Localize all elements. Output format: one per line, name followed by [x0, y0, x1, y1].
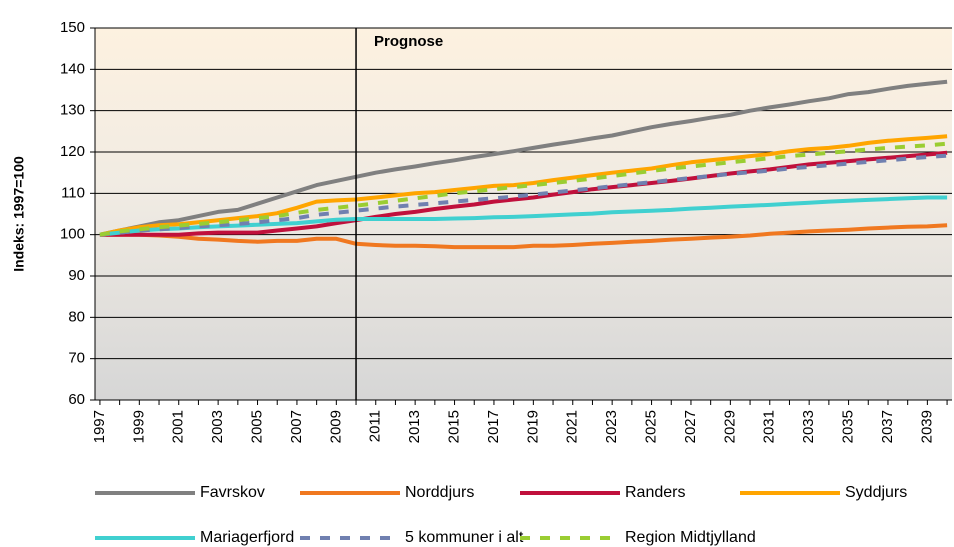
line-series — [99, 79, 948, 237]
x-tick-label: 2001 — [170, 410, 187, 443]
x-tick-label: 2029 — [721, 410, 738, 443]
x-tick-label: 2037 — [879, 410, 896, 443]
plot-area — [95, 28, 952, 400]
x-tick-label: 2035 — [840, 410, 857, 443]
line-series — [99, 141, 948, 237]
line-series — [99, 223, 948, 250]
legend-label: 5 kommuner i alt — [405, 529, 524, 546]
x-tick-label: 2003 — [209, 410, 226, 443]
x-tick-label: 2005 — [249, 410, 266, 443]
legend-label: Randers — [625, 484, 685, 501]
x-tick-label: 2013 — [406, 410, 423, 443]
y-axis-label: Indeks: 1997=100 — [11, 156, 27, 272]
legend-label: Favrskov — [200, 484, 265, 501]
line-series — [99, 153, 948, 237]
x-tick-label: 2011 — [367, 410, 384, 442]
x-tick-label: 2007 — [288, 410, 305, 443]
x-tick-label: 2027 — [682, 410, 699, 443]
legend-label: Mariagerfjord — [200, 529, 294, 546]
x-tick-label: 1997 — [91, 410, 108, 443]
x-tick-label: 2023 — [603, 410, 620, 443]
y-tick-label: 90 — [68, 267, 85, 284]
line-series — [99, 134, 948, 237]
x-tick-label: 2039 — [918, 410, 935, 443]
x-tick-label: 2015 — [446, 410, 463, 443]
x-tick-label: 2009 — [327, 410, 344, 443]
y-tick-label: 140 — [60, 60, 85, 77]
y-tick-label: 110 — [61, 184, 85, 201]
y-tick-label: 130 — [60, 102, 85, 119]
x-tick-label: 2031 — [761, 410, 778, 443]
y-tick-label: 100 — [60, 226, 85, 243]
x-tick-label: 1999 — [130, 410, 147, 443]
y-tick-label: 80 — [68, 308, 85, 325]
line-series — [99, 150, 948, 237]
y-tick-label: 70 — [68, 350, 85, 367]
x-tick-label: 2017 — [485, 410, 502, 443]
y-tick-label: 60 — [68, 391, 85, 408]
legend-label: Syddjurs — [845, 484, 907, 501]
legend-label: Region Midtjylland — [625, 529, 756, 546]
x-tick-label: 2033 — [800, 410, 817, 443]
x-tick-label: 2021 — [564, 410, 581, 443]
y-tick-label: 150 — [60, 19, 85, 36]
annotation: Prognose — [374, 33, 443, 50]
x-tick-label: 2019 — [524, 410, 541, 443]
x-tick-label: 2025 — [643, 410, 660, 443]
y-tick-label: 120 — [60, 143, 85, 160]
legend-label: Norddjurs — [405, 484, 474, 501]
